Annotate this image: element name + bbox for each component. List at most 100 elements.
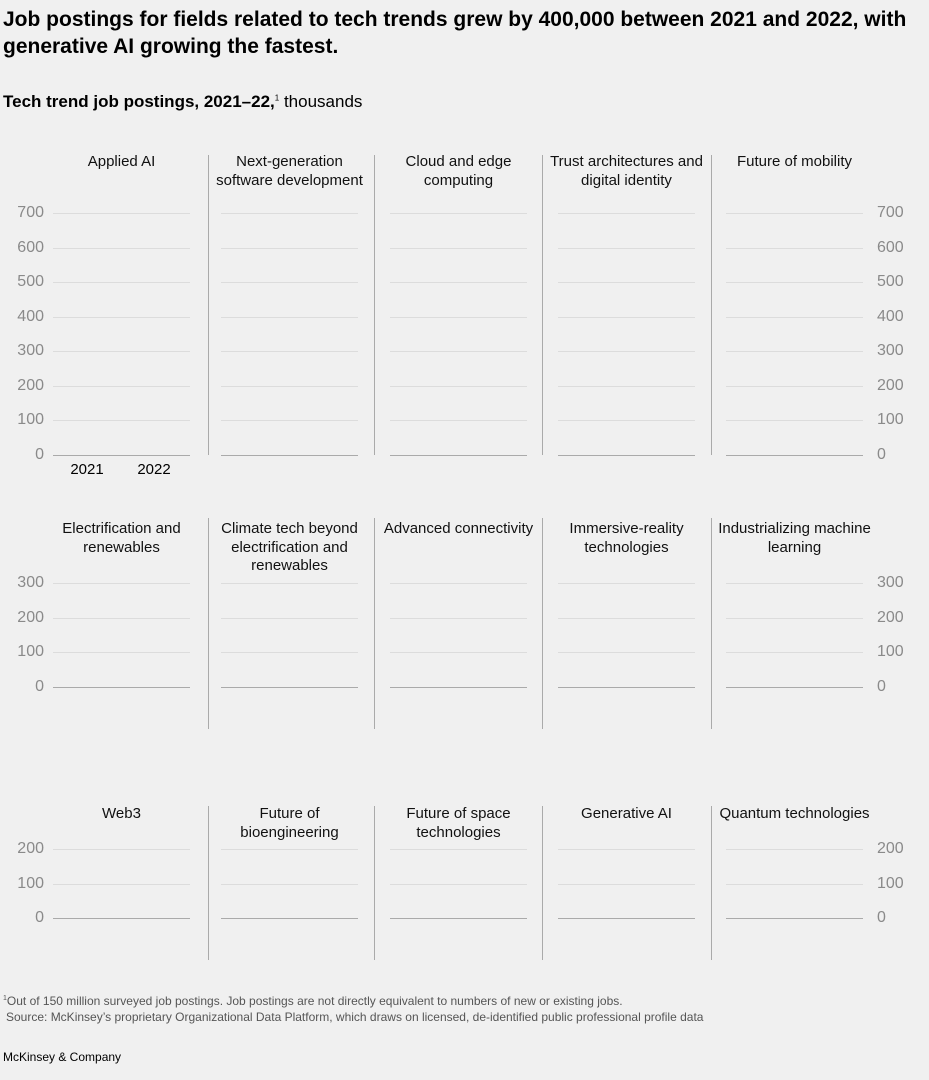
panel-divider — [208, 518, 209, 729]
panel-divider — [374, 518, 375, 729]
subtitle-footnote-mark: 1 — [274, 93, 280, 103]
gridline — [53, 883, 190, 885]
gridline — [558, 652, 695, 654]
gridline — [726, 849, 863, 850]
baseline — [53, 455, 190, 456]
panel-divider — [542, 155, 543, 455]
panel-title: Immersive-reality technologies — [569, 520, 684, 556]
gridline — [390, 316, 527, 318]
gridline — [221, 316, 358, 318]
gridline — [53, 282, 190, 284]
gridline — [558, 247, 695, 249]
y-tick-label-right: 0 — [877, 909, 886, 926]
panel-title: Applied AI — [87, 153, 156, 170]
panel-title: Future of mobility — [736, 153, 853, 170]
panel-divider — [374, 806, 375, 960]
gridline — [558, 316, 695, 318]
y-tick-label-right: 0 — [877, 678, 886, 695]
gridline — [221, 883, 358, 885]
brand-logo-text: McKinsey & Company — [3, 1050, 122, 1064]
y-tick-label-left: 200 — [17, 376, 44, 394]
gridline — [726, 282, 863, 284]
baseline — [221, 455, 358, 456]
gridline — [726, 883, 863, 885]
gridline — [726, 213, 863, 214]
y-tick-label-right: 300 — [877, 574, 904, 591]
y-tick-label-right: 500 — [877, 273, 904, 291]
panel-title: Trust architectures and digital identity — [550, 153, 703, 189]
panel-divider — [208, 806, 209, 960]
baseline — [558, 687, 695, 688]
y-tick-label-right: 100 — [877, 411, 904, 429]
gridline — [53, 652, 190, 654]
baseline — [558, 918, 695, 919]
gridline — [221, 652, 358, 654]
footnote-mark: 1 — [3, 995, 7, 1002]
gridline — [53, 385, 190, 387]
gridline — [390, 583, 527, 584]
gridline — [390, 617, 527, 619]
baseline — [558, 455, 695, 456]
gridline — [726, 583, 863, 584]
gridline — [390, 351, 527, 353]
gridline — [53, 351, 190, 353]
gridline — [390, 282, 527, 284]
gridline — [390, 213, 527, 214]
x-tick-label: 2022 — [137, 461, 171, 478]
baseline — [221, 918, 358, 919]
panel-title: Electrification and renewables — [62, 520, 181, 556]
baseline — [390, 918, 527, 919]
panel-title: Generative AI — [581, 805, 672, 822]
panel-divider — [542, 518, 543, 729]
panel-divider — [711, 518, 712, 729]
gridline — [53, 849, 190, 850]
y-tick-label-right: 100 — [877, 643, 904, 661]
gridline — [558, 883, 695, 885]
gridline — [53, 247, 190, 249]
y-tick-label-right: 200 — [877, 840, 904, 857]
y-tick-label-left: 0 — [35, 446, 44, 463]
baseline — [726, 455, 863, 456]
footnote-text: Out of 150 million surveyed job postings… — [6, 994, 623, 1008]
gridline — [53, 316, 190, 318]
gridline — [221, 247, 358, 249]
gridline — [390, 420, 527, 422]
gridline — [221, 351, 358, 353]
panel-title: Web3 — [102, 805, 141, 822]
gridline — [726, 316, 863, 318]
chart-subtitle: Tech trend job postings, 2021–22,1 thous… — [3, 92, 362, 112]
panel-title: Industrializing machine learning — [718, 520, 871, 556]
y-tick-label-left: 600 — [17, 238, 44, 256]
panel-divider — [208, 155, 209, 455]
gridline — [221, 617, 358, 619]
gridline — [558, 351, 695, 353]
footnotes: 1Out of 150 million surveyed job posting… — [3, 991, 703, 1025]
gridline — [558, 213, 695, 214]
gridline — [558, 282, 695, 284]
y-tick-label-right: 100 — [877, 874, 904, 892]
panel-title: Cloud and edge computing — [405, 153, 512, 189]
panel-divider — [374, 155, 375, 455]
y-tick-label-left: 200 — [17, 608, 44, 626]
footnote-1: 1Out of 150 million surveyed job posting… — [3, 991, 703, 1009]
gridline — [221, 583, 358, 584]
source-note: Source: McKinsey’s proprietary Organizat… — [6, 1010, 704, 1024]
gridline — [390, 652, 527, 654]
gridline — [726, 247, 863, 249]
y-tick-label-right: 200 — [877, 608, 904, 626]
gridline — [390, 247, 527, 249]
panel-divider — [711, 806, 712, 960]
baseline — [726, 687, 863, 688]
gridline — [558, 617, 695, 619]
gridline — [221, 385, 358, 387]
baseline — [726, 918, 863, 919]
y-tick-label-right: 600 — [877, 238, 904, 256]
gridline — [221, 282, 358, 284]
y-tick-label-left: 100 — [17, 411, 44, 429]
baseline — [53, 918, 190, 919]
y-tick-label-right: 700 — [877, 204, 904, 221]
gridline — [390, 849, 527, 850]
gridline — [221, 420, 358, 422]
y-tick-label-left: 300 — [17, 342, 44, 360]
